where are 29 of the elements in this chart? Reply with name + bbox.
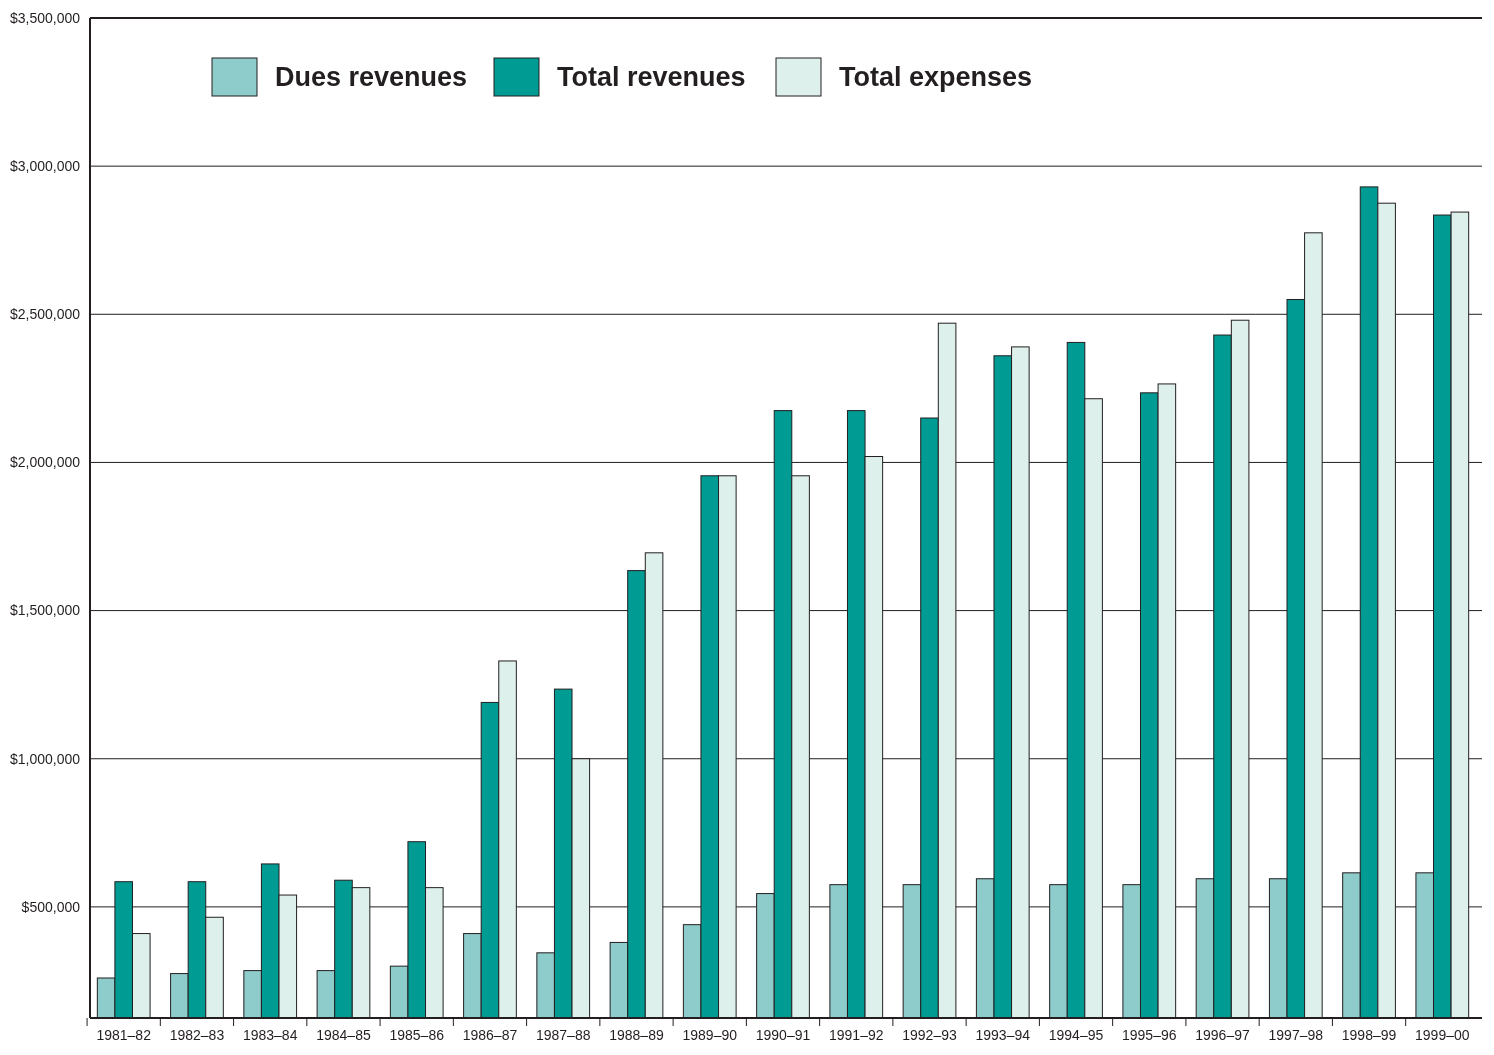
x-tick-label: 1988–89 (609, 1027, 664, 1043)
x-tick-label: 1994–95 (1048, 1027, 1104, 1043)
x-tick-label: 1981–82 (96, 1027, 152, 1043)
x-tick-label: 1989–90 (682, 1027, 738, 1043)
y-tick-label: $2,000,000 (9, 454, 81, 471)
x-tick-label: 1984–85 (316, 1027, 371, 1043)
y-tick-label: $500,000 (21, 898, 81, 915)
y-tick-label: $3,000,000 (9, 158, 81, 175)
y-tick-label: $2,500,000 (9, 306, 81, 323)
x-tick-label: 1995–96 (1122, 1027, 1177, 1043)
x-tick-label: 1991–92 (829, 1027, 884, 1043)
x-tick-label: 1982–83 (169, 1027, 225, 1043)
legend-label: Total revenues (557, 62, 746, 93)
y-tick-label: $3,500,000 (9, 9, 81, 26)
x-tick-label: 1990–91 (755, 1027, 811, 1043)
x-tick-label: 1996–97 (1195, 1027, 1250, 1043)
legend-label: Total expenses (839, 62, 1033, 93)
x-tick-label: 1986–87 (462, 1027, 518, 1043)
x-tick-label: 1985–86 (389, 1027, 445, 1043)
y-tick-label: $1,500,000 (9, 602, 81, 619)
x-tick-label: 1987–88 (535, 1027, 591, 1043)
y-tick-label: $1,000,000 (9, 750, 81, 767)
x-tick-label: 1992–93 (902, 1027, 957, 1043)
x-tick-label: 1983–84 (242, 1027, 298, 1043)
x-tick-label: 1997–98 (1268, 1027, 1324, 1043)
legend-label: Dues revenues (275, 62, 468, 93)
x-tick-label: 1993–94 (975, 1027, 1031, 1043)
x-tick-label: 1998–99 (1341, 1027, 1397, 1043)
x-tick-label: 1999–00 (1415, 1027, 1470, 1043)
